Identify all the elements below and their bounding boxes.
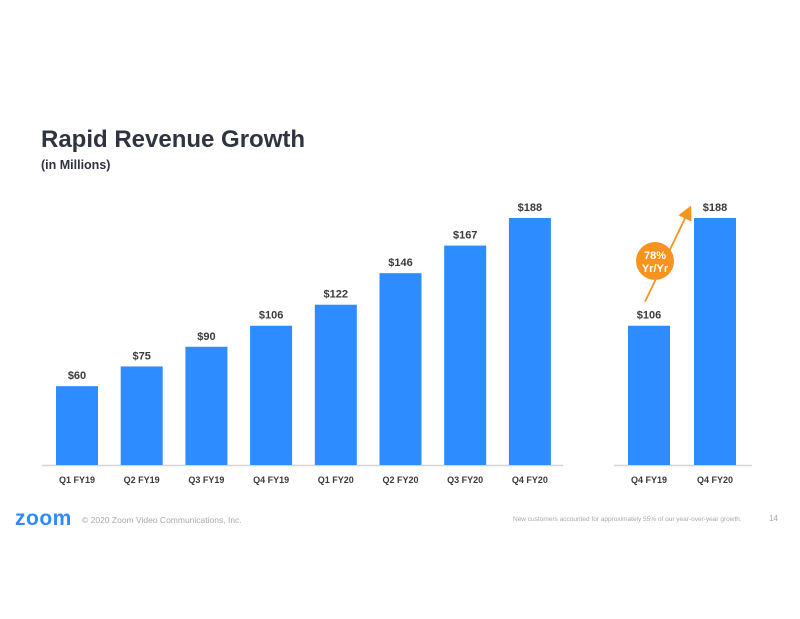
main-value-label: $90 — [197, 331, 215, 343]
year-over-year-chart: $106 Q4 FY19 $188 Q4 FY20 78%Yr/Yr — [614, 202, 752, 485]
main-tick-label: Q4 FY20 — [512, 475, 548, 485]
footnote-text: New customers accounted for approximatel… — [513, 516, 742, 523]
main-tick-label: Q1 FY20 — [318, 475, 354, 485]
main-value-label: $75 — [133, 350, 151, 362]
main-tick-label: Q3 FY20 — [447, 475, 483, 485]
yoy-bar — [694, 218, 736, 465]
main-bar — [314, 304, 357, 465]
zoom-logo: zoom — [15, 507, 72, 530]
chart-subtitle: (in Millions) — [41, 158, 111, 172]
main-value-label: $122 — [324, 289, 348, 301]
growth-badge-label: Yr/Yr — [642, 263, 669, 275]
main-bar — [120, 366, 163, 465]
main-tick-label: Q2 FY19 — [124, 475, 160, 485]
yoy-bar — [628, 325, 670, 465]
main-tick-label: Q2 FY20 — [382, 475, 418, 485]
main-value-label: $167 — [453, 230, 477, 242]
yoy-tick-label: Q4 FY20 — [697, 475, 733, 485]
main-value-label: $60 — [68, 370, 86, 382]
main-tick-label: Q1 FY19 — [59, 475, 95, 485]
main-bar — [250, 325, 293, 465]
main-bar — [379, 273, 422, 465]
growth-badge-percent: 78% — [644, 250, 666, 262]
main-bar — [444, 245, 487, 465]
growth-badge — [636, 242, 674, 280]
main-tick-label: Q4 FY19 — [253, 475, 289, 485]
main-bar — [185, 346, 228, 465]
page-number: 14 — [769, 514, 778, 523]
copyright-text: © 2020 Zoom Video Communications, Inc. — [82, 515, 242, 525]
quarterly-revenue-chart: $60 Q1 FY19 $75 Q2 FY19 $90 Q3 FY19 $106 Q4 FY1… — [42, 202, 563, 485]
yoy-value-label: $106 — [637, 310, 661, 322]
main-bar — [508, 218, 551, 465]
main-value-label: $106 — [259, 310, 283, 322]
main-value-label: $188 — [518, 202, 542, 214]
chart-title: Rapid Revenue Growth — [41, 126, 306, 153]
main-tick-label: Q3 FY19 — [188, 475, 224, 485]
yoy-tick-label: Q4 FY19 — [631, 475, 667, 485]
main-value-label: $146 — [388, 257, 412, 269]
main-bar — [56, 386, 98, 465]
yoy-value-label: $188 — [703, 202, 727, 214]
